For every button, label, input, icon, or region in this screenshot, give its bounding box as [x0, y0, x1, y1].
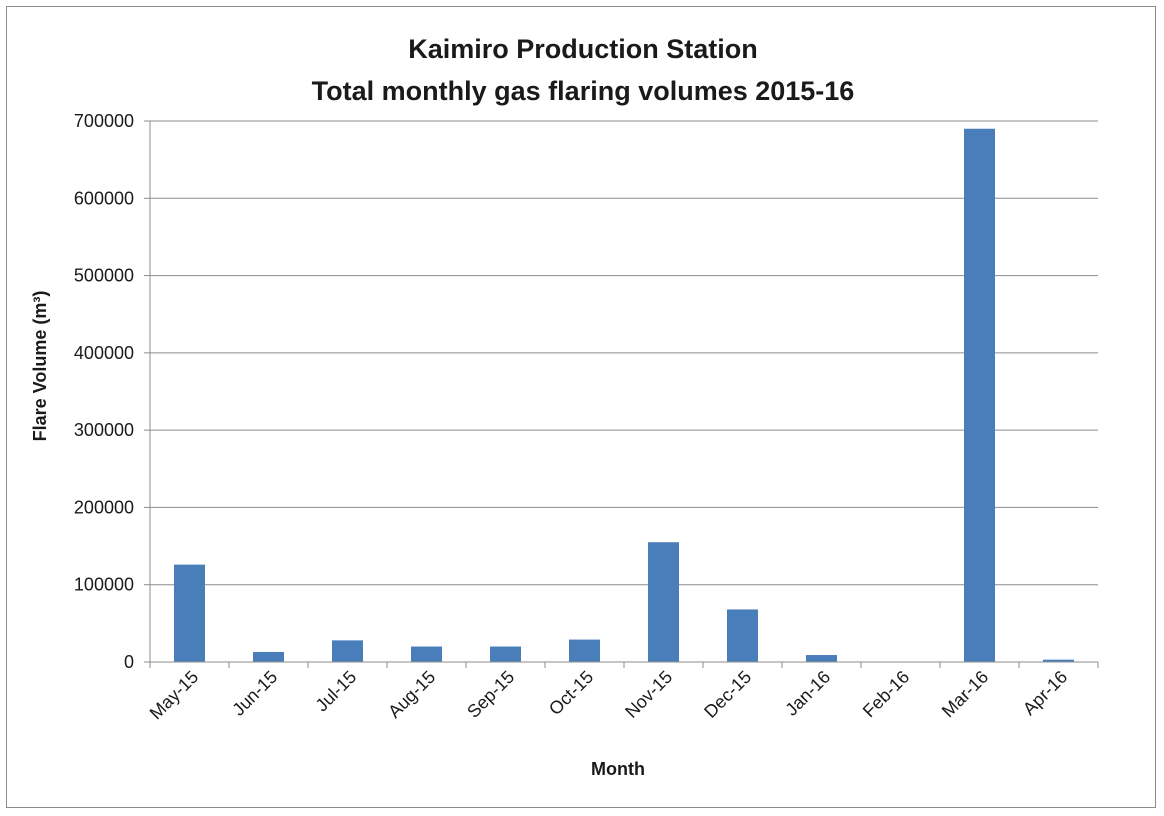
- x-tick-label: Dec-15: [700, 667, 755, 722]
- y-tick-label: 200000: [74, 497, 134, 517]
- y-tick-label: 400000: [74, 343, 134, 363]
- chart-title-line-1: Kaimiro Production Station: [408, 34, 758, 64]
- bar-sep-15: [490, 646, 521, 662]
- x-tick-label: Jan-16: [781, 667, 834, 720]
- bar-jun-15: [253, 651, 284, 662]
- x-tick-label: Nov-15: [621, 667, 676, 722]
- gridlines: [150, 120, 1098, 586]
- y-tick-label: 500000: [74, 266, 134, 286]
- y-tick-label: 600000: [74, 188, 134, 208]
- y-tick-label: 300000: [74, 420, 134, 440]
- y-tick-labels: 0 100000 200000 300000 400000 500000 600000 700…: [74, 111, 134, 672]
- x-tick-label: Feb-16: [859, 667, 913, 721]
- x-tick-label: Sep-15: [463, 667, 518, 722]
- bar-oct-15: [569, 639, 600, 662]
- x-tick-label: Oct-15: [545, 667, 597, 719]
- bars: [174, 128, 1074, 663]
- y-axis-title: Flare Volume (m³): [30, 291, 50, 442]
- y-tick-label: 0: [124, 652, 134, 672]
- chart-title-line-2: Total monthly gas flaring volumes 2015-1…: [312, 76, 855, 106]
- x-tick-label: Jun-15: [228, 667, 281, 720]
- axes: [144, 120, 1099, 668]
- bar-dec-15: [727, 609, 758, 662]
- x-tick-label: Mar-16: [938, 667, 992, 721]
- bar-aug-15: [411, 646, 442, 662]
- bar-nov-15: [648, 542, 679, 662]
- x-tick-labels: May-15 Jun-15 Jul-15 Aug-15 Sep-15 Oct-15 Nov-…: [146, 667, 1072, 724]
- bar-jul-15: [332, 640, 363, 662]
- bar-apr-16: [1043, 659, 1074, 662]
- x-axis-title: Month: [591, 759, 645, 779]
- x-tick-label: May-15: [146, 667, 203, 724]
- x-tick-label: Jul-15: [312, 667, 361, 716]
- bar-may-15: [174, 564, 205, 662]
- y-tick-label: 100000: [74, 575, 134, 595]
- y-tick-label: 700000: [74, 111, 134, 131]
- x-tick-label: Aug-15: [384, 667, 439, 722]
- bar-jan-16: [806, 655, 837, 662]
- bar-mar-16: [964, 128, 995, 663]
- x-tick-label: Apr-16: [1019, 667, 1071, 719]
